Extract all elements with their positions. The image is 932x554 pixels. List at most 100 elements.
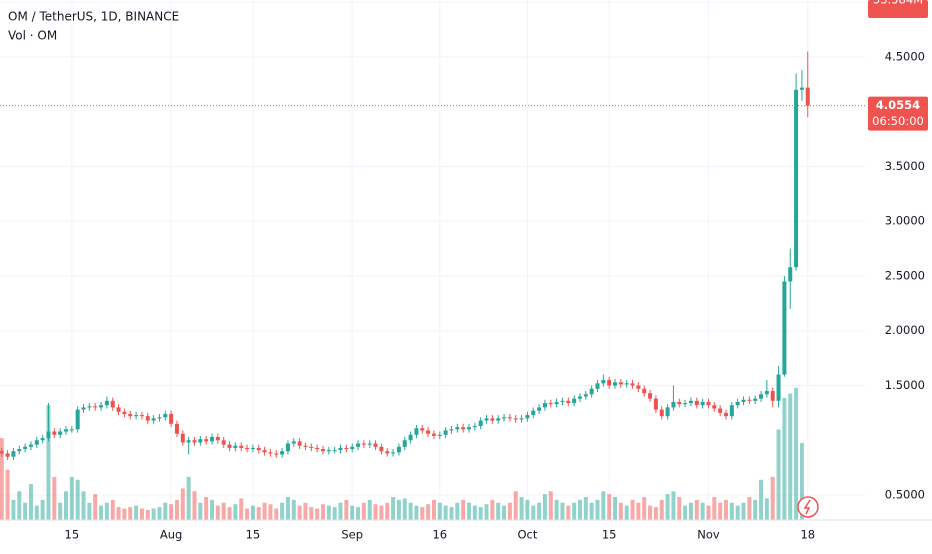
volume-bar: [706, 505, 711, 520]
candle-body: [274, 453, 279, 455]
volume-bar: [198, 502, 203, 520]
volume-bar: [525, 499, 530, 520]
candle-body: [186, 440, 191, 443]
volume-bar: [566, 505, 571, 520]
volume-bar: [163, 502, 168, 520]
candle-body: [58, 431, 63, 435]
volume-bar: [157, 507, 162, 520]
candle-body: [93, 406, 98, 408]
candle-body: [332, 450, 337, 452]
candle-body: [694, 400, 699, 406]
volume-bar: [770, 476, 775, 520]
x-tick-label: Oct: [517, 528, 537, 542]
candle-body: [636, 385, 641, 389]
volume-bar: [134, 505, 139, 520]
volume-bar: [145, 509, 150, 520]
volume-bar: [741, 502, 746, 520]
icon-circle[interactable]: [797, 496, 819, 518]
candle-body: [677, 401, 682, 405]
candle-body: [729, 405, 734, 417]
candle-body: [437, 434, 442, 436]
volume-bar: [519, 497, 524, 520]
volume-bar: [110, 499, 115, 520]
volume-bar: [139, 508, 144, 520]
candle-body: [519, 418, 524, 420]
candle-body: [618, 382, 623, 385]
candle-body: [34, 440, 39, 445]
volume-bar: [379, 505, 384, 520]
volume-bar: [694, 499, 699, 520]
volume-bar: [431, 499, 436, 520]
candles: [0, 51, 810, 460]
candle-body: [583, 394, 588, 397]
volume-bar: [467, 502, 472, 520]
last-price-tag: [868, 96, 928, 131]
volume-bar: [396, 499, 401, 520]
candle-body: [799, 87, 804, 90]
candle-body: [134, 415, 139, 417]
candle-body: [87, 406, 92, 408]
candle-body: [484, 418, 489, 421]
candle-body: [496, 418, 501, 421]
volume-bar: [502, 505, 507, 520]
candle-body: [11, 451, 16, 457]
volume-bar: [648, 505, 653, 520]
volume-bar: [794, 387, 799, 520]
candle-body: [204, 439, 209, 442]
volume-bar: [174, 499, 179, 520]
candle-body: [379, 446, 384, 452]
volume-bar: [326, 505, 331, 520]
volume-bar: [63, 491, 68, 520]
volume-bar: [554, 499, 559, 520]
candle-body: [373, 443, 378, 447]
candle-body: [624, 383, 629, 385]
volume-bar: [665, 494, 670, 520]
candle-body: [542, 403, 547, 408]
volume-bar: [577, 499, 582, 520]
candle-body: [151, 418, 156, 421]
candle-body: [163, 413, 168, 418]
volume-bar: [256, 507, 261, 520]
candle-body: [320, 449, 325, 452]
volume-bar: [81, 491, 86, 520]
volume-bar: [426, 504, 431, 520]
candle-body: [560, 400, 565, 402]
y-tick-label: 3.0000: [885, 214, 925, 228]
candle-body: [198, 439, 203, 443]
candle-body: [268, 452, 273, 454]
volume-bar: [437, 502, 442, 520]
volume-bar: [747, 497, 752, 520]
volume-bar: [572, 502, 577, 520]
candle-body: [210, 436, 215, 442]
candle-body: [303, 445, 308, 447]
volume-bar: [478, 507, 483, 520]
volume-bar: [0, 438, 4, 520]
x-tick-label: 16: [432, 528, 447, 542]
volume-title: Vol · OM: [8, 29, 57, 43]
icon-bolt: [803, 499, 811, 515]
candle-body: [350, 446, 355, 450]
x-tick-label: 15: [602, 528, 617, 542]
volume-bar: [385, 502, 390, 520]
volume-bar: [303, 502, 308, 520]
volume-bar: [332, 507, 337, 520]
volume-bar: [169, 504, 174, 520]
volume-bar: [180, 488, 185, 520]
volume-bar: [361, 502, 366, 520]
candle-body: [776, 374, 781, 401]
volume-bar: [531, 505, 536, 520]
volume-bar: [204, 497, 209, 520]
volume-bar: [344, 499, 349, 520]
volume-bar: [315, 508, 320, 520]
candle-body: [174, 423, 179, 434]
volume-bar: [729, 502, 734, 520]
volume-bar: [186, 476, 191, 520]
candle-body: [192, 440, 197, 443]
replay-icon[interactable]: [797, 496, 819, 518]
candle-body: [554, 401, 559, 405]
volume-bar: [683, 505, 688, 520]
candle-body: [309, 446, 314, 448]
volume-bar: [782, 397, 787, 520]
candle-body: [338, 447, 343, 451]
candle-body: [262, 450, 267, 453]
